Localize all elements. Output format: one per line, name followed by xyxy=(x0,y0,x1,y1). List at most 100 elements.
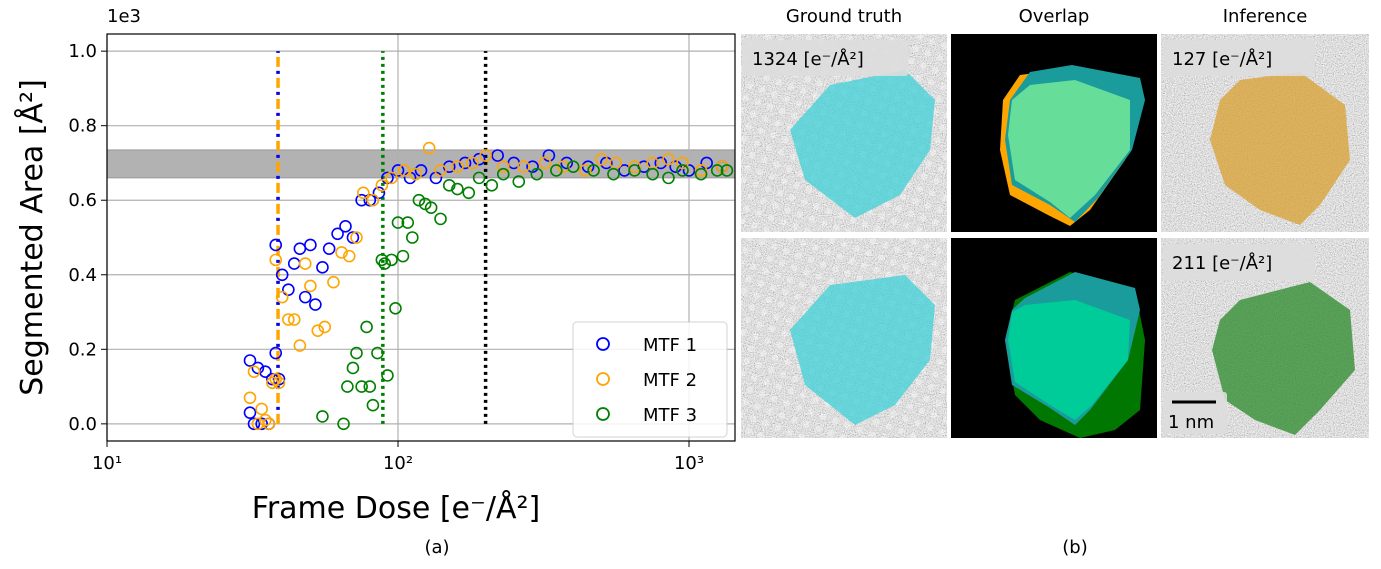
point xyxy=(243,406,257,419)
point xyxy=(628,160,641,173)
dose-label: 127 [e⁻/Å²] xyxy=(1172,48,1272,70)
point xyxy=(526,160,539,173)
point xyxy=(538,156,552,170)
point xyxy=(434,164,447,177)
segmentation xyxy=(1210,72,1350,225)
point xyxy=(251,361,265,375)
point xyxy=(335,246,348,259)
point xyxy=(337,417,350,431)
point xyxy=(247,365,261,378)
legend-label: MTF 1 xyxy=(643,335,697,356)
point xyxy=(269,253,283,267)
x-tick-label: 10² xyxy=(383,453,413,474)
point xyxy=(371,346,384,360)
point xyxy=(272,376,286,390)
point xyxy=(391,164,405,177)
legend-label: MTF 3 xyxy=(643,405,697,426)
point xyxy=(550,164,563,177)
point xyxy=(346,361,360,375)
point xyxy=(587,164,600,177)
point xyxy=(243,354,257,367)
point xyxy=(331,227,344,241)
point xyxy=(654,156,668,170)
point xyxy=(298,257,312,270)
point xyxy=(406,231,419,244)
point xyxy=(409,167,422,181)
segmentation xyxy=(790,275,935,425)
legend-marker xyxy=(596,372,610,386)
point xyxy=(560,156,574,170)
point xyxy=(272,372,286,386)
point xyxy=(424,201,438,214)
overlap-common xyxy=(1008,80,1130,218)
x-tick-label: 10³ xyxy=(674,453,704,474)
point xyxy=(595,152,608,166)
point xyxy=(578,164,592,177)
point xyxy=(275,268,289,282)
point xyxy=(389,302,402,315)
point xyxy=(391,216,405,229)
point xyxy=(266,372,279,386)
point xyxy=(311,324,325,337)
point xyxy=(375,179,389,192)
plot-frame xyxy=(106,33,736,442)
y-tick-label: 0.4 xyxy=(68,265,97,286)
point xyxy=(607,167,620,181)
point xyxy=(255,417,268,431)
point xyxy=(293,242,307,255)
point xyxy=(385,171,398,185)
point xyxy=(566,160,580,173)
point xyxy=(350,231,363,244)
point xyxy=(401,216,415,229)
point xyxy=(628,164,641,177)
point xyxy=(287,257,301,270)
point xyxy=(266,376,279,390)
point xyxy=(462,186,476,200)
point xyxy=(293,339,307,352)
point xyxy=(275,290,289,304)
point xyxy=(247,417,261,431)
segmentation xyxy=(790,70,935,218)
point xyxy=(451,182,464,196)
scale-label: 1 nm xyxy=(1168,412,1214,433)
point xyxy=(720,164,734,177)
point xyxy=(458,156,472,170)
point xyxy=(342,249,356,263)
point xyxy=(269,346,283,360)
point xyxy=(243,391,257,405)
point xyxy=(366,398,380,412)
point xyxy=(451,160,464,173)
point xyxy=(472,152,486,166)
panel-b: Ground truth Overlap Inference 1324 [e⁻/… xyxy=(741,6,1369,558)
point xyxy=(372,186,386,200)
y-axis-label: Segmented Area [Å²] xyxy=(14,79,50,396)
y-tick-label: 0.6 xyxy=(68,190,97,211)
panel-label: (b) xyxy=(1062,537,1087,558)
point xyxy=(304,238,317,252)
point xyxy=(385,253,398,267)
point xyxy=(530,167,544,181)
point xyxy=(465,156,479,170)
dose-label: 211 [e⁻/Å²] xyxy=(1172,252,1272,274)
point xyxy=(472,171,486,185)
y-tick-label: 0.0 xyxy=(68,414,97,435)
point xyxy=(491,149,504,162)
point xyxy=(542,149,556,162)
dose-label-box xyxy=(742,40,908,76)
legend-box xyxy=(572,321,728,438)
y-tick-label: 0.2 xyxy=(68,339,97,360)
y-tick-label: 1.0 xyxy=(68,41,97,62)
column-title: Inference xyxy=(1223,6,1308,27)
point xyxy=(363,193,377,207)
point xyxy=(316,410,329,423)
point xyxy=(360,320,373,334)
point xyxy=(322,242,336,255)
point xyxy=(517,160,530,173)
point xyxy=(282,283,295,296)
point xyxy=(287,313,301,326)
legend-marker xyxy=(596,337,610,351)
point xyxy=(269,238,283,252)
point xyxy=(318,320,332,334)
point xyxy=(355,380,368,393)
